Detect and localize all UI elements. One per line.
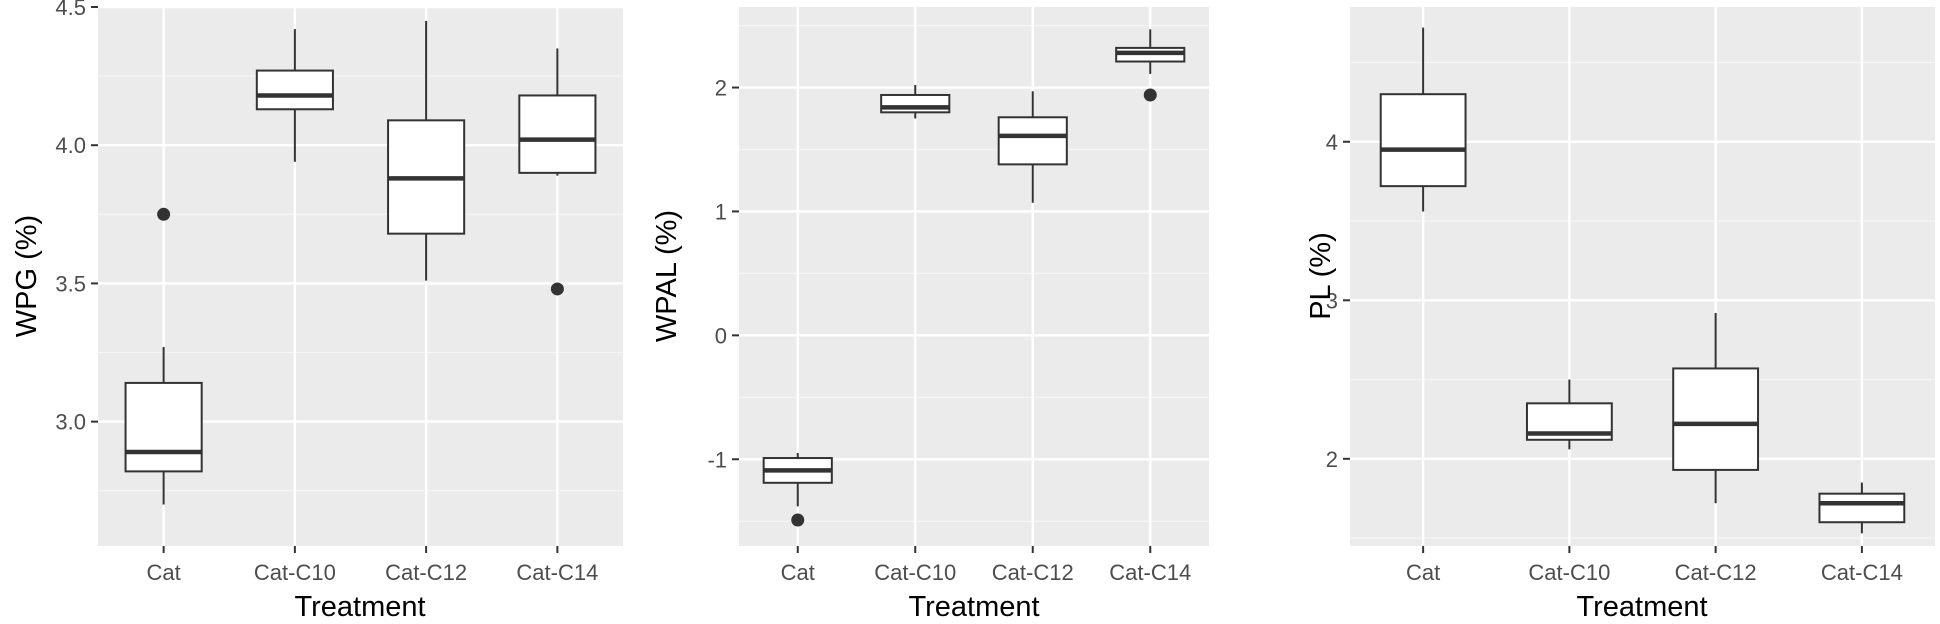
box-cat xyxy=(762,453,833,527)
iqr-box xyxy=(518,94,597,174)
panel-wpg: 3.0 3.5 4.0 4.5 Cat Cat-C10 Cat-C12 Cat-C14 WPG… xyxy=(11,0,623,623)
box-cat-c10 xyxy=(880,85,951,119)
iqr-box xyxy=(880,93,951,114)
panel-background xyxy=(1350,7,1935,546)
panel-wpal: -1 0 1 2 Cat Cat-C10 Cat-C12 Cat-C14 WPAL (%) T… xyxy=(651,7,1209,623)
x-tick-label: Cat xyxy=(1406,560,1440,585)
box-cat-c12 xyxy=(387,20,466,281)
iqr-box xyxy=(124,381,203,473)
y-tick-label: 2 xyxy=(715,76,727,101)
box-cat-c14 xyxy=(1115,29,1186,102)
outlier-point xyxy=(157,207,171,221)
x-tick-label: Cat xyxy=(781,560,815,585)
iqr-box xyxy=(1818,492,1906,524)
panel-background xyxy=(739,7,1209,546)
x-tick-label: Cat xyxy=(147,560,181,585)
outlier-point xyxy=(791,513,805,527)
outlier-point xyxy=(550,282,564,296)
x-tick-label: Cat-C12 xyxy=(385,560,467,585)
y-tick-label: 0 xyxy=(715,323,727,348)
x-tick-label: Cat-C14 xyxy=(1821,560,1903,585)
y-tick-label: 3.0 xyxy=(55,410,86,435)
box-cat-c14 xyxy=(1818,482,1906,534)
y-tick-label: -1 xyxy=(707,447,727,472)
y-tick-label: 4.0 xyxy=(55,133,86,158)
y-axis-title: WPG (%) xyxy=(11,215,43,337)
y-tick-label: 2 xyxy=(1326,447,1338,472)
box-cat-c14 xyxy=(518,48,597,296)
x-tick-label: Cat-C10 xyxy=(254,560,336,585)
panel-pl: 2 3 4 Cat Cat-C10 Cat-C12 Cat-C14 PL (%) Treat… xyxy=(1305,7,1935,623)
x-axis-title: Treatment xyxy=(294,591,425,623)
box-cat-c10 xyxy=(1525,379,1613,450)
y-tick-label: 3.5 xyxy=(55,271,86,296)
box-cat-c12 xyxy=(997,91,1068,203)
x-axis-title: Treatment xyxy=(1576,591,1707,623)
x-tick-label: Cat-C12 xyxy=(992,560,1074,585)
x-axis-title: Treatment xyxy=(908,591,1039,623)
x-tick-label: Cat-C12 xyxy=(1675,560,1757,585)
y-axis-title: WPAL (%) xyxy=(651,210,683,342)
iqr-box xyxy=(1379,93,1467,188)
y-tick-label: 3 xyxy=(1326,288,1338,313)
x-tick-label: Cat-C14 xyxy=(1109,560,1191,585)
iqr-box xyxy=(997,116,1068,166)
x-tick-label: Cat-C10 xyxy=(874,560,956,585)
iqr-box xyxy=(1672,367,1760,471)
x-tick-label: Cat-C10 xyxy=(1528,560,1610,585)
box-cat xyxy=(124,207,203,505)
y-tick-label: 1 xyxy=(715,199,727,224)
box-cat xyxy=(1379,27,1467,212)
box-cat-c10 xyxy=(255,29,334,162)
x-tick-label: Cat-C14 xyxy=(516,560,598,585)
box-cat-c12 xyxy=(1672,312,1760,504)
y-tick-label: 4.5 xyxy=(55,0,86,20)
y-tick-label: 4 xyxy=(1326,130,1338,155)
outlier-point xyxy=(1143,88,1157,102)
iqr-box xyxy=(255,69,334,111)
y-axis-title: PL (%) xyxy=(1305,232,1337,320)
